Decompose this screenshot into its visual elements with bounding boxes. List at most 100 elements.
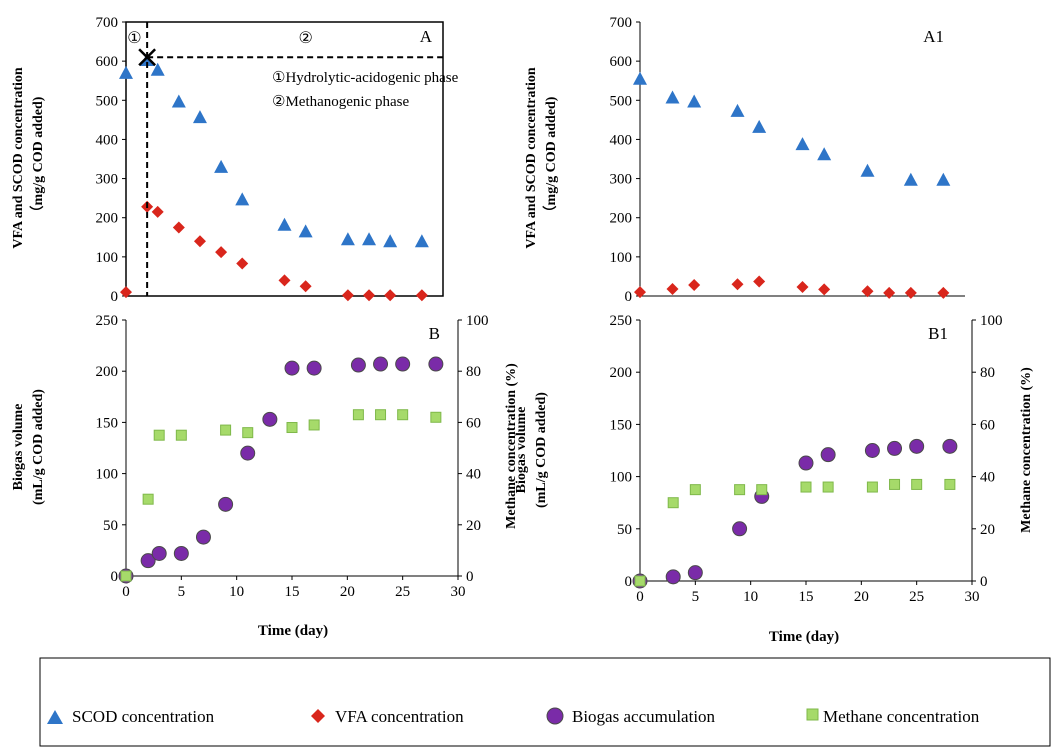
a-scod-concentration-point xyxy=(140,52,155,66)
a-ytick-label: 600 xyxy=(96,54,119,70)
b1-xtick-label: 0 xyxy=(636,589,644,605)
a1-scod-concentration-point xyxy=(665,90,680,104)
legend-methane-label: Methane concentration xyxy=(823,707,980,726)
a1-ytick-label: 200 xyxy=(610,211,633,227)
b-y2tick-label: 100 xyxy=(466,313,489,329)
b-xtick-label: 15 xyxy=(285,584,300,600)
b-biogas-accumulation-point xyxy=(395,356,411,372)
b1-methane-concentration-point xyxy=(822,481,834,493)
a-scod-concentration-point xyxy=(150,62,165,76)
b-methane-concentration-point xyxy=(397,409,409,421)
b1-methane-concentration-point xyxy=(944,478,956,490)
b1-biogas-accumulation-point xyxy=(909,438,925,454)
a-scod-concentration-point xyxy=(414,234,429,248)
b1-methane-concentration-point xyxy=(734,484,746,496)
a-scod-concentration-point xyxy=(383,234,398,248)
b-xtick-label: 25 xyxy=(395,584,410,600)
phase2-marker: ② xyxy=(298,30,312,47)
a1-ytick-label: 400 xyxy=(610,132,633,148)
b-methane-concentration-point xyxy=(430,411,442,423)
left-ylabel-b1-line1: Biogas volume xyxy=(514,407,529,494)
b1-ytick-label: 250 xyxy=(610,313,633,329)
b1-xtick-label: 5 xyxy=(692,589,700,605)
legend-frame xyxy=(39,657,1051,747)
a1-vfa-concentration-point xyxy=(937,286,950,299)
right-ylabel-b1: Methane concentration (%) xyxy=(1019,367,1034,533)
b-y2tick-label: 40 xyxy=(466,467,481,483)
b-methane-concentration-point xyxy=(175,429,187,441)
a1-vfa-concentration-point xyxy=(904,286,917,299)
a-vfa-concentration-point xyxy=(172,221,185,234)
a-scod-concentration-point xyxy=(340,232,355,246)
left-ylabel-a1-line2: （mg/g COD added) xyxy=(543,96,559,219)
b1-methane-concentration-point xyxy=(866,481,878,493)
b1-y2tick-label: 0 xyxy=(980,574,988,590)
panel-b1: 0 50 100 150 200 250 0 20 40 60 80 100 0 5 10 15 20 25 30 B… xyxy=(610,313,1003,605)
a-vfa-concentration-point xyxy=(384,289,397,302)
legend-vfa-marker xyxy=(311,709,325,723)
b1-xtick-label: 10 xyxy=(743,589,758,605)
b-y2tick-label: 0 xyxy=(466,569,474,585)
b1-panel-label: B1 xyxy=(928,324,948,343)
b1-biogas-accumulation-point xyxy=(665,569,681,585)
b-biogas-accumulation-point xyxy=(218,496,234,512)
a-ytick-label: 200 xyxy=(96,211,119,227)
left-ylabel-a-line1: VFA and SCOD concentration xyxy=(11,67,26,249)
b-methane-concentration-point xyxy=(220,424,232,436)
a-ytick-label: 400 xyxy=(96,132,119,148)
b-biogas-accumulation-point xyxy=(350,357,366,373)
b1-biogas-accumulation-point xyxy=(687,565,703,581)
a-vfa-concentration-point xyxy=(363,289,376,302)
b-methane-concentration-point xyxy=(286,422,298,434)
a1-vfa-concentration-point xyxy=(753,275,766,288)
b-xtick-label: 0 xyxy=(122,584,130,600)
a1-vfa-concentration-point xyxy=(861,285,874,298)
b-biogas-accumulation-point xyxy=(173,545,189,561)
b-ytick-label: 150 xyxy=(96,415,119,431)
a1-scod-concentration-point xyxy=(730,103,745,117)
b-ytick-label: 250 xyxy=(96,313,119,329)
b1-y2tick-label: 40 xyxy=(980,470,995,486)
legend-scod-label: SCOD concentration xyxy=(72,707,215,726)
b-xtick-label: 30 xyxy=(451,584,466,600)
b-ytick-label: 50 xyxy=(103,518,118,534)
b1-xtick-label: 30 xyxy=(965,589,980,605)
a1-vfa-concentration-point xyxy=(666,282,679,295)
b1-ytick-label: 50 xyxy=(617,522,632,538)
a1-vfa-concentration-point xyxy=(731,278,744,291)
b-methane-concentration-point xyxy=(308,419,320,431)
a-scod-concentration-point xyxy=(298,224,313,238)
a1-scod-concentration-point xyxy=(817,147,832,161)
a-ytick-label: 300 xyxy=(96,172,119,188)
a1-scod-concentration-point xyxy=(795,137,810,151)
a1-ytick-label: 0 xyxy=(625,289,633,305)
a1-vfa-concentration-point xyxy=(688,279,701,292)
legend-biogas-label: Biogas accumulation xyxy=(572,707,716,726)
b1-ytick-label: 100 xyxy=(610,470,633,486)
a-scod-concentration-point xyxy=(235,192,250,206)
b1-y2tick-label: 60 xyxy=(980,417,995,433)
b1-biogas-accumulation-point xyxy=(942,438,958,454)
b-biogas-accumulation-point xyxy=(262,411,278,427)
b-methane-concentration-point xyxy=(352,409,364,421)
a-vfa-concentration-point xyxy=(341,289,354,302)
legend-biogas-marker xyxy=(546,707,564,725)
b-methane-concentration-point xyxy=(375,409,387,421)
b1-y2tick-label: 80 xyxy=(980,365,995,381)
b-biogas-accumulation-point xyxy=(195,529,211,545)
b-y2tick-label: 60 xyxy=(466,415,481,431)
b1-biogas-accumulation-point xyxy=(798,455,814,471)
b-xtick-label: 10 xyxy=(229,584,244,600)
b-biogas-accumulation-point xyxy=(151,545,167,561)
legend-vfa-label: VFA concentration xyxy=(335,707,464,726)
b1-xtick-label: 15 xyxy=(799,589,814,605)
b1-xtick-label: 25 xyxy=(909,589,924,605)
phase2-legend-text: ②Methanogenic phase xyxy=(272,94,409,110)
b-ytick-label: 100 xyxy=(96,467,119,483)
legend-methane-marker xyxy=(806,708,819,721)
right-ylabel-b: Methane concentration (%) xyxy=(504,363,519,529)
b1-methane-concentration-point xyxy=(689,484,701,496)
b1-y2tick-label: 20 xyxy=(980,522,995,538)
a-scod-concentration-point xyxy=(362,232,377,246)
b-ytick-label: 0 xyxy=(111,569,119,585)
